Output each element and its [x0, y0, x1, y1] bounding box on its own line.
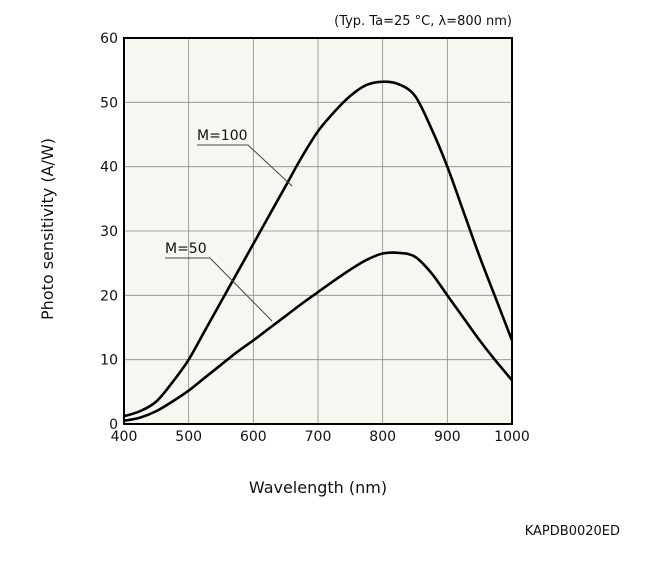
x-tick-label: 900 — [434, 429, 461, 445]
x-axis-title: Wavelength (nm) — [249, 478, 387, 497]
y-tick-label: 50 — [100, 95, 118, 111]
y-tick-label: 0 — [109, 417, 118, 433]
leader-m50 — [165, 257, 273, 322]
label-leaders — [165, 144, 293, 322]
series-label-m100: M=100 — [197, 128, 248, 144]
leader-m100 — [197, 144, 293, 187]
y-tick-label: 30 — [100, 224, 118, 240]
x-tick-label: 600 — [240, 429, 267, 445]
plot-frame — [123, 37, 513, 425]
series-line-m50 — [123, 251, 513, 423]
y-tick-label: 60 — [100, 31, 118, 47]
x-tick-label: 800 — [369, 429, 396, 445]
x-tick-label: 500 — [175, 429, 202, 445]
figure-code: KAPDB0020ED — [525, 524, 620, 539]
tick-labels: 400 500 600 700 800 900 1000 0 10 20 30 40 50 60 — [100, 31, 530, 445]
x-tick-label: 700 — [305, 429, 332, 445]
y-axis-title: Photo sensitivity (A/W) — [38, 138, 57, 320]
y-tick-label: 40 — [100, 160, 118, 176]
y-tick-label: 20 — [100, 288, 118, 304]
x-tick-label: 1000 — [494, 429, 530, 445]
y-tick-label: 10 — [100, 353, 118, 369]
series-label-m50: M=50 — [165, 241, 207, 257]
x-tick-label: 400 — [111, 429, 138, 445]
series-line-m100 — [123, 80, 514, 418]
series-lines — [123, 80, 514, 423]
measurement-conditions: (Typ. Ta=25 °C, λ=800 nm) — [334, 14, 512, 29]
